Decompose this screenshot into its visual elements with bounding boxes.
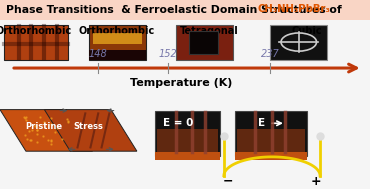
Text: 237: 237 <box>261 49 279 59</box>
Bar <box>189 31 218 54</box>
Text: CH₃NH₃PbBr₃: CH₃NH₃PbBr₃ <box>257 4 330 14</box>
Polygon shape <box>44 110 137 151</box>
Polygon shape <box>0 110 92 151</box>
Text: Orthorhombic: Orthorhombic <box>78 26 155 36</box>
Bar <box>237 129 305 152</box>
Text: Pristine: Pristine <box>25 122 62 131</box>
Text: Tetragonal: Tetragonal <box>180 26 238 36</box>
Text: Phase Transitions  & Ferroelastic Domain Structures of: Phase Transitions & Ferroelastic Domain … <box>6 5 345 15</box>
Text: 148: 148 <box>89 49 107 59</box>
Text: Orthorhombic: Orthorhombic <box>0 26 71 36</box>
Bar <box>155 152 220 160</box>
Bar <box>92 33 142 44</box>
Text: +: + <box>311 175 322 188</box>
Bar <box>235 111 307 156</box>
Bar <box>89 50 146 60</box>
Bar <box>157 129 218 152</box>
Bar <box>4 25 68 60</box>
Bar <box>176 25 233 60</box>
Text: E: E <box>258 118 265 128</box>
Bar <box>89 25 146 60</box>
Bar <box>0 0 370 20</box>
Text: Stress: Stress <box>73 122 103 131</box>
Text: −: − <box>222 175 233 188</box>
Bar <box>155 111 220 156</box>
Bar <box>270 25 327 60</box>
Text: 152: 152 <box>159 49 178 59</box>
Text: Temperature (K): Temperature (K) <box>130 78 232 88</box>
Text: E = 0: E = 0 <box>163 118 193 128</box>
Text: Cubic: Cubic <box>292 26 322 36</box>
Bar <box>235 152 307 160</box>
